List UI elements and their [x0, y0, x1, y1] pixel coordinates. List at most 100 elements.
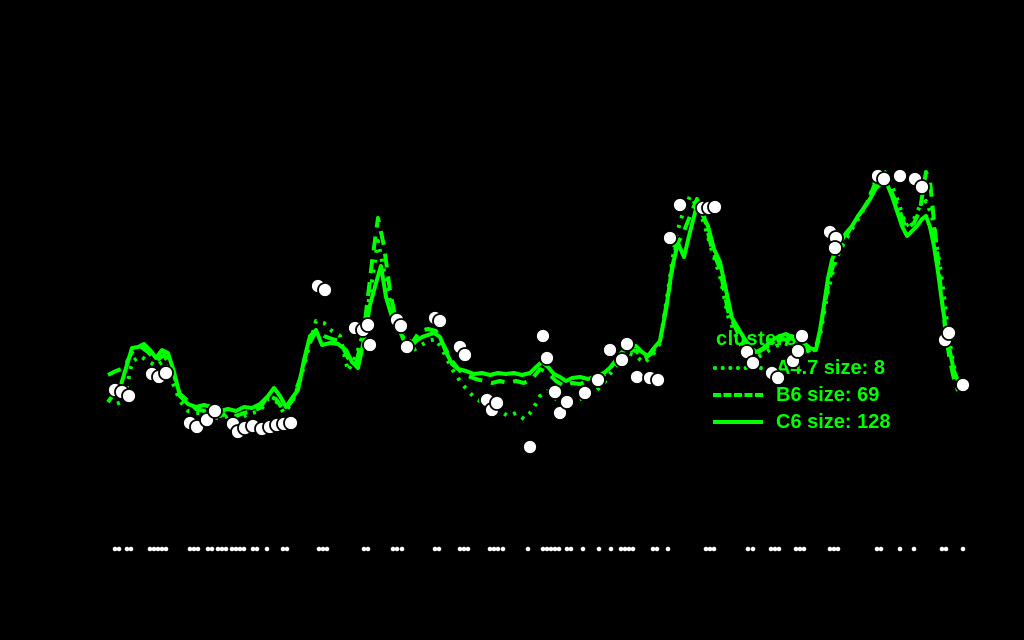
rug-tick-dot: [525, 546, 531, 552]
rug-tick-dot: [960, 546, 966, 552]
data-point-marker: [552, 405, 568, 421]
rug-tick-dot: [229, 546, 235, 552]
series-line-B6: [107, 170, 960, 418]
rug-tick-dot: [205, 546, 211, 552]
rug-tick-dot: [491, 546, 497, 552]
rug-tick-dot: [147, 546, 153, 552]
rug-tick-dot: [116, 546, 122, 552]
data-point-marker: [559, 394, 575, 410]
data-point-marker: [317, 282, 333, 298]
data-point-marker: [914, 179, 930, 195]
rug-tick-dot: [215, 546, 221, 552]
rug-tick-dot: [151, 546, 157, 552]
rug-tick-dot: [827, 546, 833, 552]
data-point-marker: [707, 199, 723, 215]
legend-item-c6: C6 size: 128: [713, 408, 891, 435]
rug-tick-dot: [630, 546, 636, 552]
rug-tick-dot: [163, 546, 169, 552]
rug-tick-dot: [540, 546, 546, 552]
data-point-marker: [941, 325, 957, 341]
rug-tick-dot: [128, 546, 134, 552]
rug-tick-dot: [626, 546, 632, 552]
data-point-marker: [602, 342, 618, 358]
rug-tick-dot: [622, 546, 628, 552]
rug-tick-dot: [711, 546, 717, 552]
data-point-marker: [790, 343, 806, 359]
rug-tick-dot: [436, 546, 442, 552]
rug-tick-dot: [768, 546, 774, 552]
rug-tick-dot: [124, 546, 130, 552]
rug-tick-dot: [284, 546, 290, 552]
data-point-marker: [121, 388, 137, 404]
rug-tick-dot: [548, 546, 554, 552]
data-point-marker: [522, 439, 538, 455]
rug-tick-dot: [233, 546, 239, 552]
rug-tick-dot: [943, 546, 949, 552]
rug-tick-dot: [112, 546, 118, 552]
rug-tick-dot: [793, 546, 799, 552]
rug-tick-dot: [911, 546, 917, 552]
data-point-marker: [362, 337, 378, 353]
data-point-marker: [590, 372, 606, 388]
rug-tick-dot: [564, 546, 570, 552]
rug-tick-dot: [939, 546, 945, 552]
dashed-line-swatch: [713, 392, 763, 397]
legend-item-label: B6 size: 69: [776, 383, 880, 406]
rug-tick-dot: [618, 546, 624, 552]
rug-tick-dot: [776, 546, 782, 552]
rug-tick-dot: [191, 546, 197, 552]
rug-tick-dot: [461, 546, 467, 552]
data-point-marker: [158, 365, 174, 381]
data-point-marker: [876, 171, 892, 187]
data-point-marker: [360, 317, 376, 333]
data-point-marker: [827, 240, 843, 256]
legend-item-label: C6 size: 128: [776, 410, 891, 433]
data-point-marker: [650, 372, 666, 388]
rug-tick-dot: [544, 546, 550, 552]
rug-tick-dot: [745, 546, 751, 552]
rug-tick-dot: [596, 546, 602, 552]
rug-tick-dot: [223, 546, 229, 552]
rug-tick-dot: [320, 546, 326, 552]
rug-tick-dot: [324, 546, 330, 552]
rug-tick-dot: [495, 546, 501, 552]
dotted-line-swatch: [713, 365, 763, 370]
data-point-marker: [547, 384, 563, 400]
data-point-marker: [283, 415, 299, 431]
data-point-marker: [662, 230, 678, 246]
rug-tick-dot: [500, 546, 506, 552]
rug-tick-dot: [665, 546, 671, 552]
data-point-marker: [619, 336, 635, 352]
data-point-marker: [393, 318, 409, 334]
rug-tick-dot: [250, 546, 256, 552]
rug-tick-dot: [801, 546, 807, 552]
rug-tick-dot: [390, 546, 396, 552]
rug-tick-dot: [750, 546, 756, 552]
series-line-A4.7: [107, 167, 962, 421]
rug-tick-dot: [399, 546, 405, 552]
data-point-marker: [489, 395, 505, 411]
data-point-marker: [955, 377, 971, 393]
legend: clusters A4.7 size: 8 B6 size: 69 C6 siz…: [713, 329, 891, 435]
data-point-marker: [672, 197, 688, 213]
rug-tick-dot: [552, 546, 558, 552]
rug-tick-dot: [365, 546, 371, 552]
data-point-marker: [892, 168, 908, 184]
data-point-marker: [745, 355, 761, 371]
rug-tick-dot: [707, 546, 713, 552]
series-line-C6: [106, 181, 964, 413]
rug-tick-dot: [650, 546, 656, 552]
rug-tick-dot: [654, 546, 660, 552]
rug-tick-dot: [874, 546, 880, 552]
rug-tick-dot: [556, 546, 562, 552]
rug-tick-dot: [195, 546, 201, 552]
rug-tick-dot: [897, 546, 903, 552]
rug-tick-dot: [580, 546, 586, 552]
data-point-marker: [432, 313, 448, 329]
rug-tick-dot: [772, 546, 778, 552]
rug-tick-dot: [703, 546, 709, 552]
data-point-marker: [399, 339, 415, 355]
rug-tick-dot: [237, 546, 243, 552]
data-point-marker: [207, 403, 223, 419]
